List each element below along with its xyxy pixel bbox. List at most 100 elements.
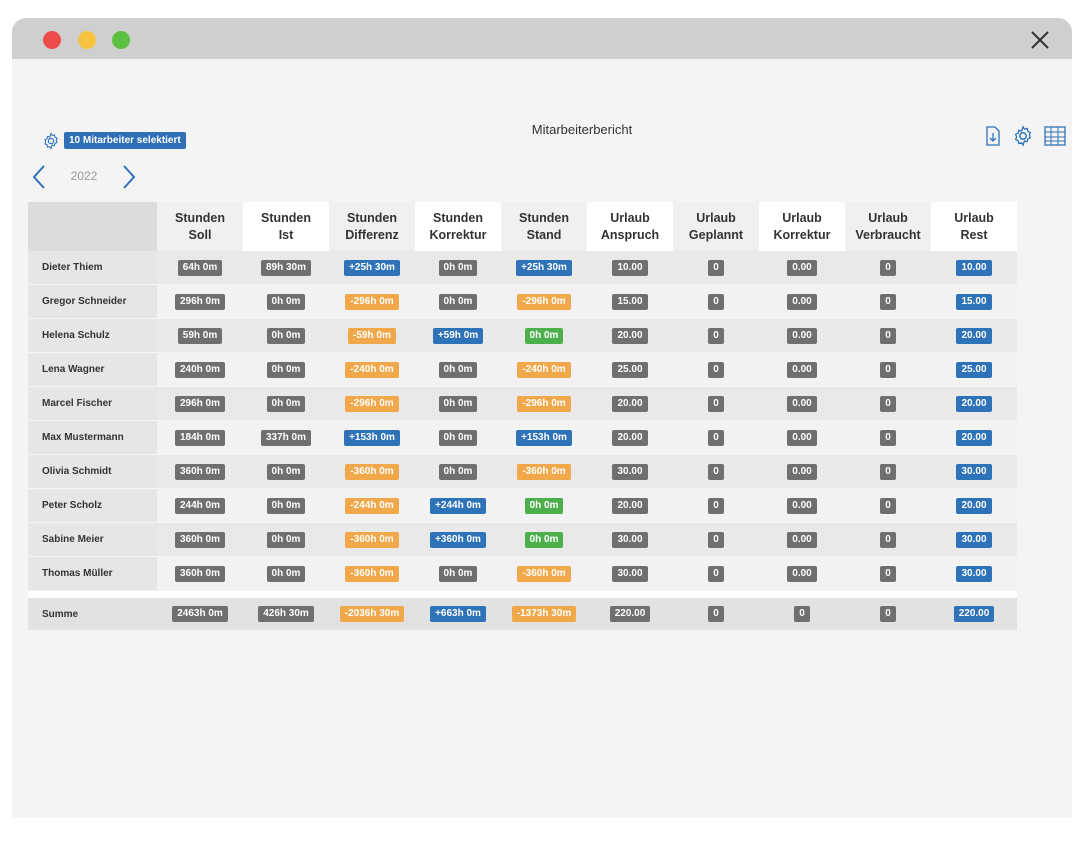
- employee-name: Lena Wagner: [28, 352, 157, 387]
- value-badge: 20.00: [612, 327, 648, 344]
- report-table: Stunden Soll Stunden Ist Stunden Differenz …: [28, 202, 1017, 631]
- header-name-column: [28, 202, 157, 251]
- employee-name: Peter Scholz: [28, 488, 157, 523]
- value-badge: 360h 0m: [174, 463, 226, 480]
- value-badge: 0: [880, 259, 896, 276]
- table-row: Max Mustermann 184h 0m 337h 0m +153h 0m 0h 0…: [28, 420, 1017, 455]
- gear-icon[interactable]: [1012, 125, 1034, 147]
- value-badge: 30.00: [612, 463, 648, 480]
- table-cell: 0h 0m: [243, 522, 329, 557]
- value-badge: 0h 0m: [266, 565, 306, 582]
- table-cell: -360h 0m: [329, 522, 415, 557]
- table-cell: -296h 0m: [501, 386, 587, 421]
- table-cell: 0: [673, 420, 759, 455]
- value-badge: -244h 0m: [345, 497, 399, 514]
- table-cell: 20.00: [587, 420, 673, 455]
- table-icon[interactable]: [1044, 125, 1066, 147]
- value-badge: 337h 0m: [260, 429, 312, 446]
- header-urlaub-korrektur[interactable]: Urlaub Korrektur: [759, 202, 845, 251]
- header-stunden-korrektur[interactable]: Stunden Korrektur: [415, 202, 501, 251]
- table-cell: 0h 0m: [243, 318, 329, 353]
- employee-name: Marcel Fischer: [28, 386, 157, 421]
- chevron-right-icon[interactable]: [122, 164, 136, 190]
- header-urlaub-verbraucht[interactable]: Urlaub Verbraucht: [845, 202, 931, 251]
- table-cell: 0h 0m: [415, 454, 501, 489]
- table-cell: 0.00: [759, 318, 845, 353]
- value-badge: 20.00: [956, 497, 992, 514]
- table-cell: 337h 0m: [243, 420, 329, 455]
- close-window-dot[interactable]: [43, 31, 61, 49]
- value-badge: 0h 0m: [438, 395, 478, 412]
- value-badge: 0h 0m: [438, 463, 478, 480]
- table-cell: 0.00: [759, 284, 845, 319]
- value-badge: 0: [708, 327, 724, 344]
- table-cell: 0: [673, 318, 759, 353]
- table-cell: 15.00: [931, 284, 1017, 319]
- table-cell: 0: [673, 352, 759, 387]
- value-badge: 0: [708, 497, 724, 514]
- table-cell: 20.00: [931, 420, 1017, 455]
- table-cell: 0: [673, 556, 759, 591]
- header-stunden-stand[interactable]: Stunden Stand: [501, 202, 587, 251]
- value-badge: 0.00: [787, 361, 817, 378]
- gear-icon[interactable]: [42, 132, 60, 150]
- table-cell: -360h 0m: [501, 556, 587, 591]
- table-cell: 0.00: [759, 488, 845, 523]
- table-cell: 360h 0m: [157, 556, 243, 591]
- maximize-window-dot[interactable]: [112, 31, 130, 49]
- value-badge: +25h 30m: [516, 259, 572, 276]
- minimize-window-dot[interactable]: [78, 31, 96, 49]
- table-cell: -244h 0m: [329, 488, 415, 523]
- value-badge: -240h 0m: [517, 361, 571, 378]
- table-cell: 0: [673, 386, 759, 421]
- table-cell: 0h 0m: [243, 454, 329, 489]
- employee-name: Thomas Müller: [28, 556, 157, 591]
- table-cell: 2463h 0m: [157, 598, 243, 631]
- header-urlaub-rest[interactable]: Urlaub Rest: [931, 202, 1017, 251]
- table-row: Helena Schulz 59h 0m 0h 0m -59h 0m +59h 0m 0h…: [28, 318, 1017, 353]
- value-badge: 220.00: [609, 606, 651, 622]
- page-title: Mitarbeiterbericht: [531, 122, 633, 137]
- value-badge: 0.00: [787, 531, 817, 548]
- value-badge: +59h 0m: [432, 327, 484, 344]
- table-cell: 30.00: [587, 522, 673, 557]
- table-cell: 426h 30m: [243, 598, 329, 631]
- header-urlaub-geplannt[interactable]: Urlaub Geplannt: [673, 202, 759, 251]
- value-badge: 426h 30m: [258, 606, 314, 622]
- value-badge: 0: [880, 429, 896, 446]
- table-row: Olivia Schmidt 360h 0m 0h 0m -360h 0m 0h 0m -…: [28, 454, 1017, 489]
- value-badge: 240h 0m: [174, 361, 226, 378]
- header-stunden-ist[interactable]: Stunden Ist: [243, 202, 329, 251]
- value-badge: 0: [880, 497, 896, 514]
- value-badge: 30.00: [956, 565, 992, 582]
- document-download-icon[interactable]: [982, 125, 1004, 147]
- value-badge: 30.00: [612, 565, 648, 582]
- table-cell: 25.00: [587, 352, 673, 387]
- header-stunden-soll[interactable]: Stunden Soll: [157, 202, 243, 251]
- value-badge: -360h 0m: [517, 565, 571, 582]
- table-cell: -240h 0m: [501, 352, 587, 387]
- selected-employees-badge[interactable]: 10 Mitarbeiter selektiert: [64, 132, 186, 149]
- table-cell: 0.00: [759, 386, 845, 421]
- close-icon[interactable]: [1030, 30, 1050, 50]
- table-cell: +25h 30m: [329, 251, 415, 285]
- employee-name: Olivia Schmidt: [28, 454, 157, 489]
- header-stunden-differenz[interactable]: Stunden Differenz: [329, 202, 415, 251]
- table-spacer: [28, 590, 1017, 598]
- value-badge: 25.00: [956, 361, 992, 378]
- table-cell: 0h 0m: [415, 284, 501, 319]
- table-cell: -296h 0m: [501, 284, 587, 319]
- header-urlaub-anspruch[interactable]: Urlaub Anspruch: [587, 202, 673, 251]
- value-badge: 184h 0m: [174, 429, 226, 446]
- table-cell: +25h 30m: [501, 251, 587, 285]
- table-cell: 0h 0m: [415, 386, 501, 421]
- value-badge: 296h 0m: [174, 395, 226, 412]
- value-badge: 0h 0m: [524, 531, 564, 548]
- table-cell: 0h 0m: [243, 386, 329, 421]
- value-badge: 20.00: [956, 429, 992, 446]
- value-badge: 0h 0m: [438, 293, 478, 310]
- table-cell: 0.00: [759, 522, 845, 557]
- table-cell: 30.00: [931, 522, 1017, 557]
- value-badge: +25h 30m: [344, 259, 400, 276]
- chevron-left-icon[interactable]: [32, 164, 46, 190]
